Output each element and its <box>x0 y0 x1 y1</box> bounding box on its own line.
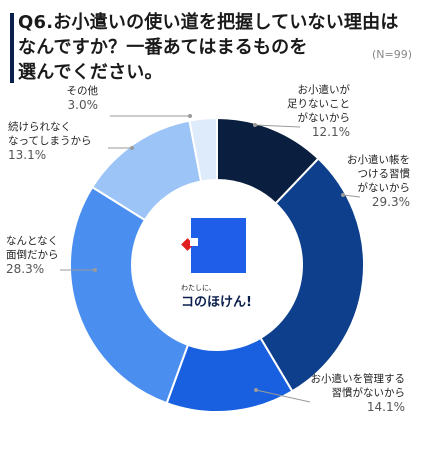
slice-label-1-line-1: お小遣いが <box>298 83 351 96</box>
leader-dot-4 <box>93 268 97 272</box>
donut-slice-4 <box>69 185 190 405</box>
sample-size-note: (N=99) <box>371 48 412 61</box>
slice-label-6-line-1: その他 <box>67 84 99 97</box>
slice-label-5-line-1: 続けられなく <box>8 120 71 133</box>
logo-square <box>191 218 246 273</box>
slice-label-2-line-1: お小遣い帳を <box>347 153 410 166</box>
slice-label-4-line-1: なんとなく <box>6 235 58 247</box>
slice-label-2-line-2: つける習慣 <box>358 168 411 180</box>
slice-label-1-line-3: がないから <box>298 111 351 124</box>
slice-label-4-line-2: 面倒だから <box>6 249 59 261</box>
center-logo: わたしに、 コのほけん! <box>181 218 252 310</box>
slice-labels: お小遣いが足りないことがないから12.1%お小遣い帳をつける習慣がないから29.… <box>6 83 410 414</box>
title-line-3: 選んでください。 <box>18 62 163 83</box>
slice-label-5-line-2: なってしまうから <box>8 135 91 147</box>
slice-label-3-line-1: お小遣いを管理する <box>311 372 406 385</box>
leader-line-2 <box>342 194 361 198</box>
title-line-2: なんですか？一番あてはまるものを <box>18 37 308 58</box>
leader-line-1 <box>254 124 301 128</box>
leader-dot-3 <box>254 388 258 392</box>
slice-value-2: 29.3% <box>372 195 410 209</box>
slice-label-2-line-3: がないから <box>358 181 411 194</box>
slice-value-3: 14.1% <box>367 400 405 414</box>
slice-label-3-line-2: 習慣がないから <box>332 386 406 399</box>
slice-value-5: 13.1% <box>8 148 46 162</box>
chart-title: Q6.お小遣いの使い道を把握していない理由は なんですか？一番あてはまるものを … <box>18 10 418 85</box>
slice-label-1-line-2: 足りないこと <box>287 98 350 110</box>
donut-slices <box>69 116 365 413</box>
donut-slice-2 <box>259 157 365 393</box>
leader-lines <box>60 114 361 403</box>
leader-dot-2 <box>341 193 345 197</box>
leader-line-3 <box>255 389 311 403</box>
donut-slice-6 <box>188 116 218 183</box>
logo-tagline: わたしに、 <box>181 284 216 292</box>
leader-dot-1 <box>253 123 257 127</box>
slice-value-1: 12.1% <box>312 125 350 139</box>
title-accent-bar <box>10 13 14 83</box>
leader-dot-6 <box>188 114 192 118</box>
slice-value-6: 3.0% <box>68 98 99 112</box>
leader-dot-5 <box>130 146 134 150</box>
slice-value-4: 28.3% <box>6 262 44 276</box>
logo-cutout <box>190 238 198 246</box>
logo-brand: コのほけん! <box>181 295 252 310</box>
title-line-1: Q6.お小遣いの使い道を把握していない理由は <box>18 12 399 33</box>
